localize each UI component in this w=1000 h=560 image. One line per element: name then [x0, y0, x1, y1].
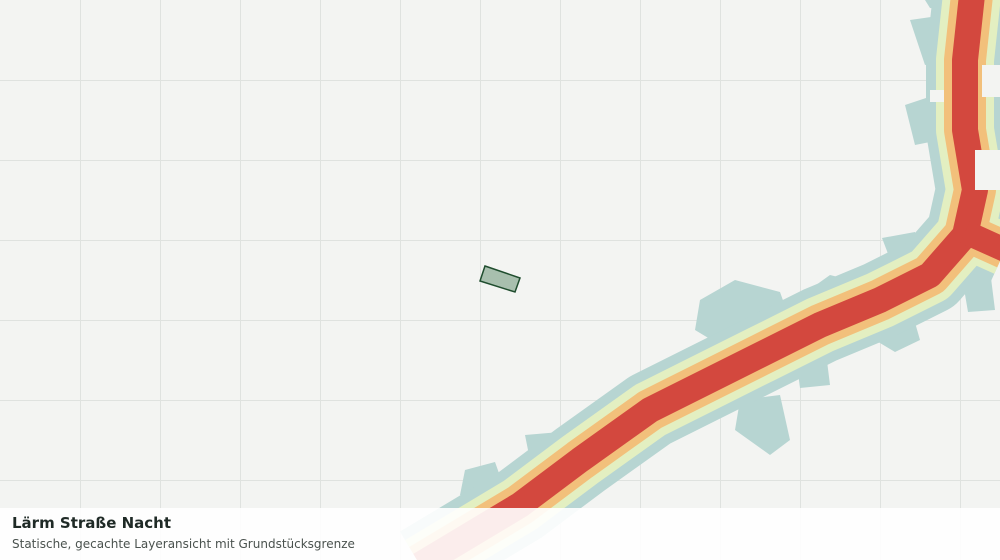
info-panel: Lärm Straße Nacht Statische, gecachte La…: [0, 508, 1000, 560]
noise-bands: [399, 0, 1000, 560]
map-gaps: [930, 65, 1000, 190]
layer-subtitle: Statische, gecachte Layeransicht mit Gru…: [12, 537, 355, 551]
layer-title: Lärm Straße Nacht: [12, 514, 172, 532]
parcel-boundary: [479, 265, 521, 293]
